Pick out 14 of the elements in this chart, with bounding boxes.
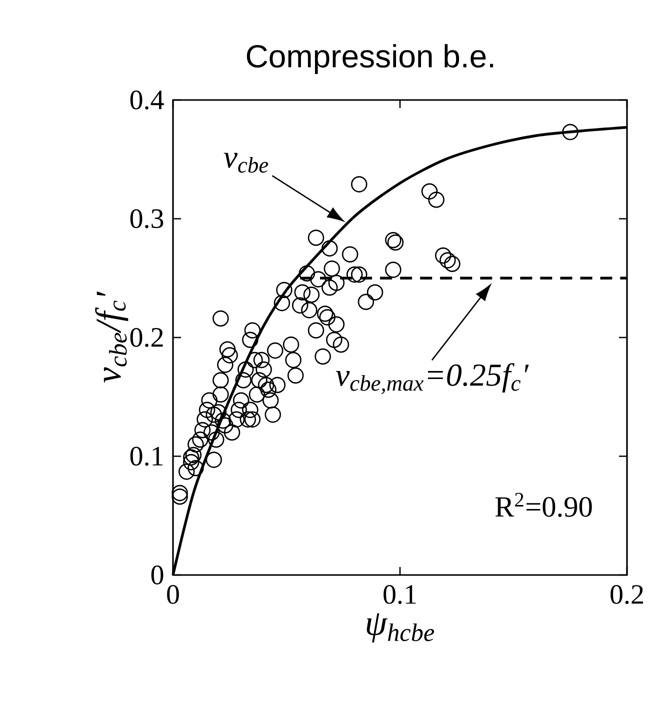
y-tick-label: 0.1 [130, 446, 163, 466]
y-tick-label: 0 [151, 566, 164, 584]
x-tick-label: 0.2 [610, 585, 643, 604]
x-tick-label: 0.1 [384, 585, 416, 604]
y-tick-label: 0.2 [130, 328, 163, 348]
x-tick-label: 0 [167, 585, 179, 604]
annotation: R$^{2}$=0.90 [495, 492, 592, 517]
annotation: v$_{cbe,max}$=0.25f$_{c}$′ [336, 363, 529, 394]
y-axis-title: v$_{cbe}$/f$_{c}$′ [95, 291, 128, 383]
annotation: v$_{cbe}$ [224, 152, 268, 173]
y-tick-label: 0.4 [130, 90, 164, 110]
chart-title: Compression b.e. [246, 44, 494, 74]
x-axis-title: ψ$_{hcbe}$ [366, 613, 434, 643]
y-tick-label: 0.3 [130, 209, 164, 228]
